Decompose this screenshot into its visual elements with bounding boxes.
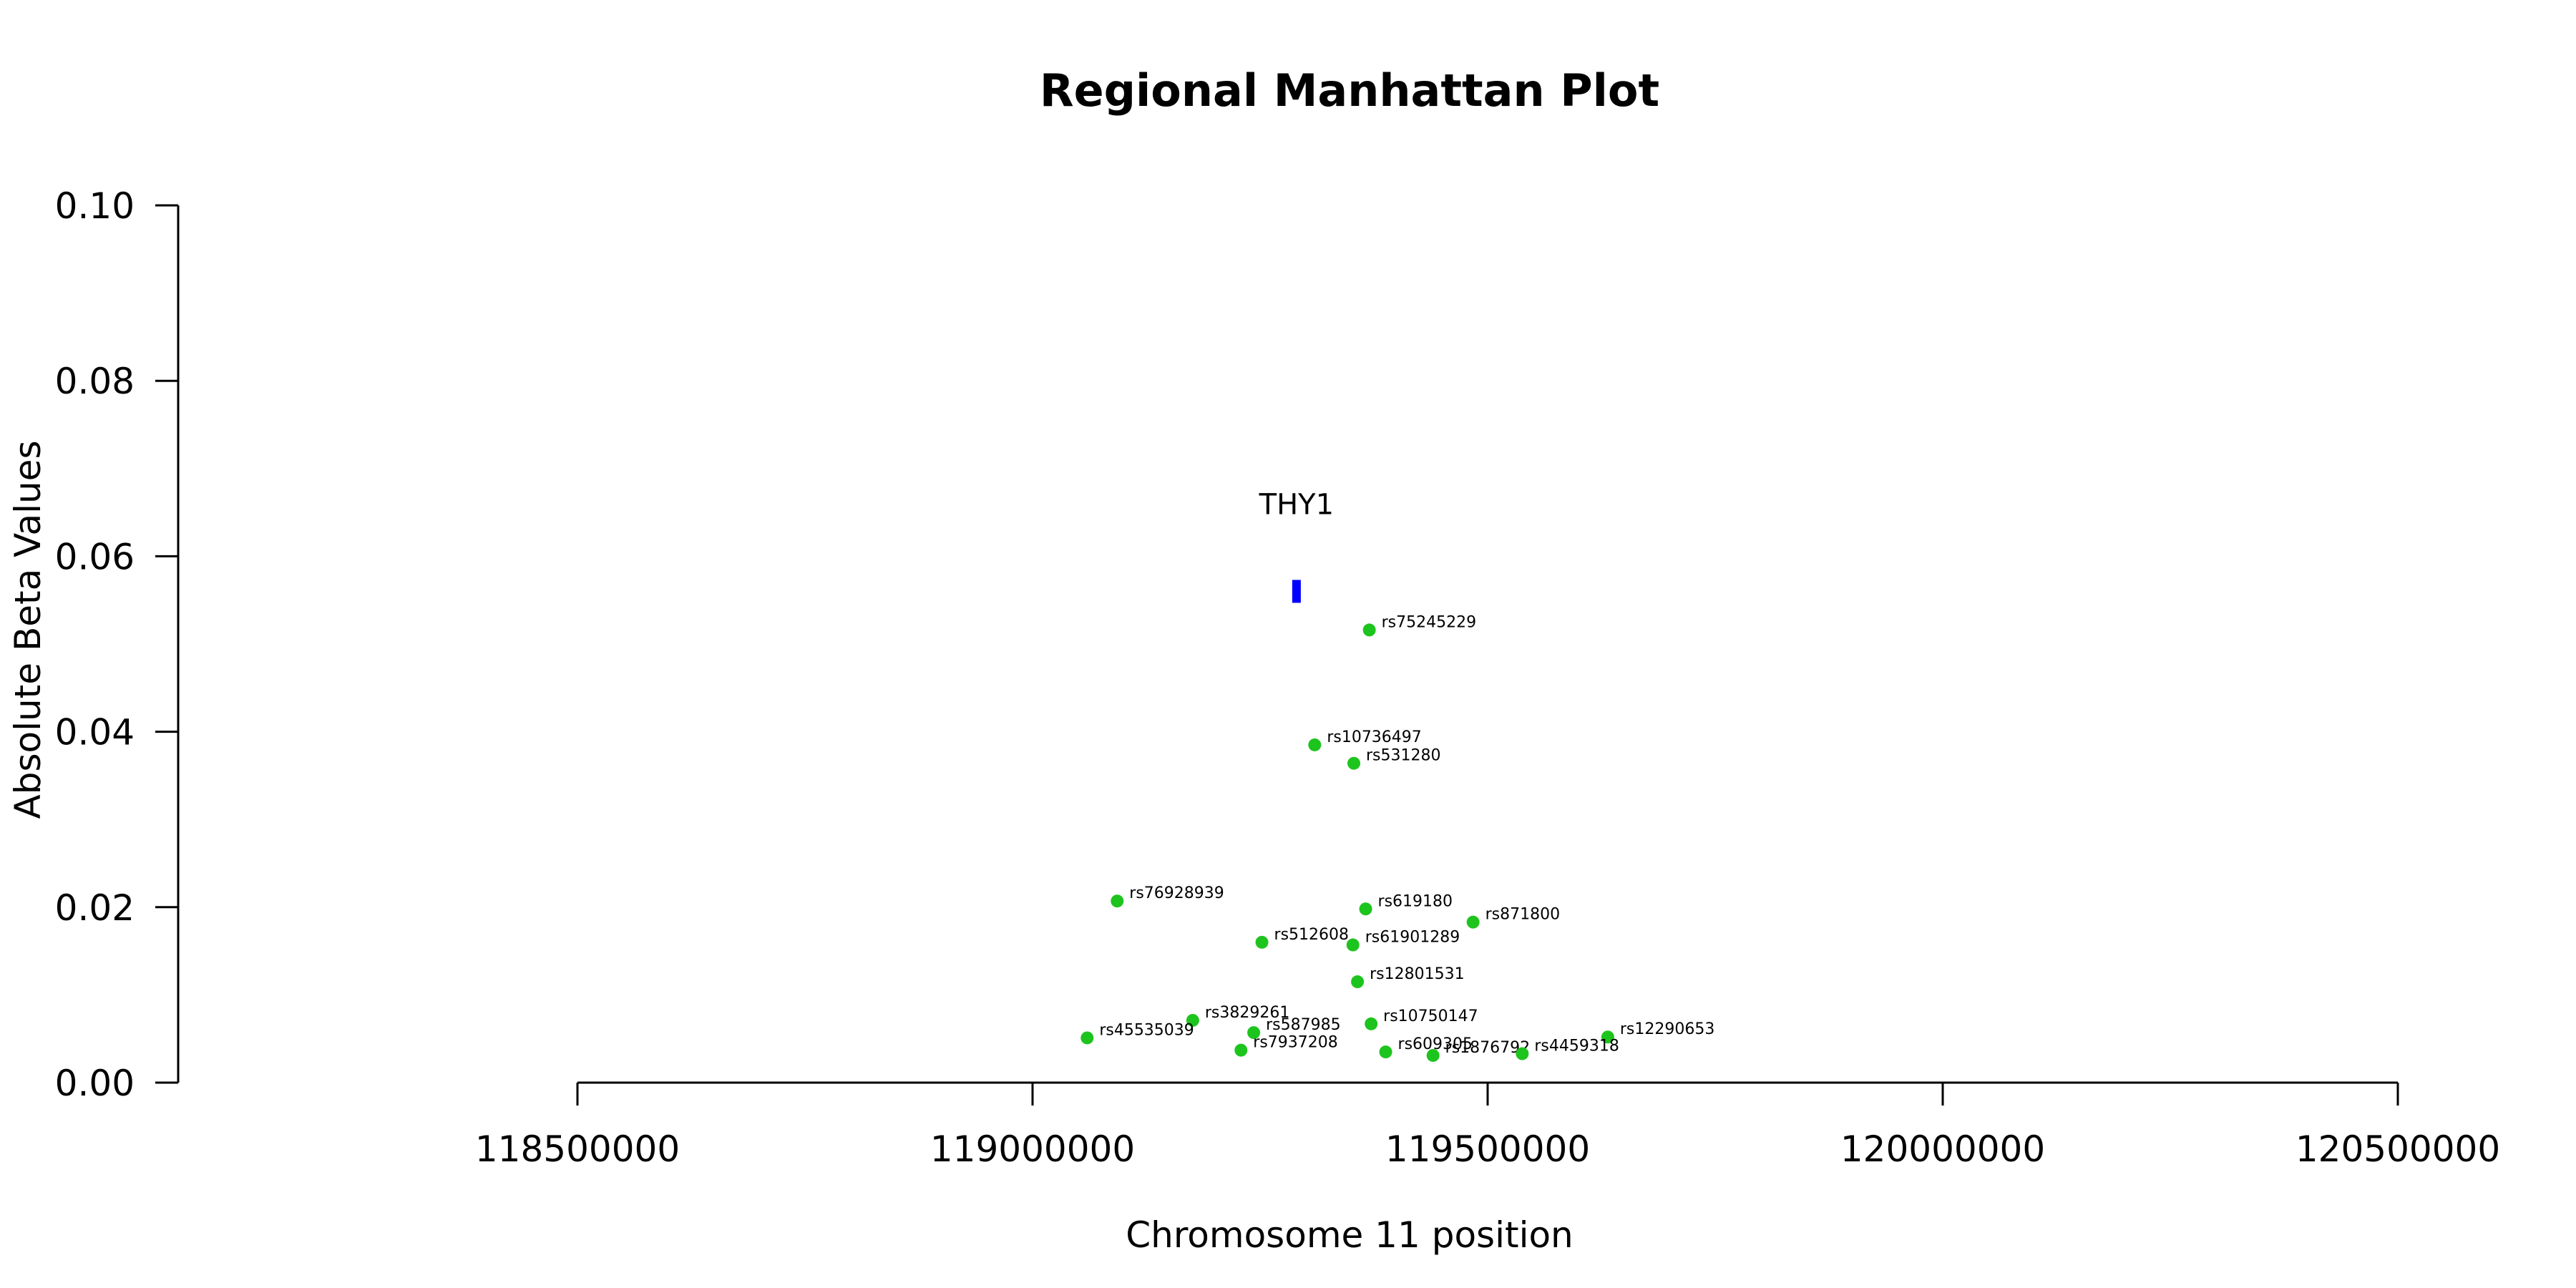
- y-tick-label-3: 0.06: [55, 536, 135, 577]
- y-tick-label-5: 0.10: [55, 185, 135, 227]
- snp-label-rs75245229: rs75245229: [1382, 613, 1476, 631]
- snp-point-rs4459318: [1516, 1047, 1529, 1060]
- snp-point-rs1876792: [1426, 1048, 1440, 1062]
- x-tick-label-0: 118500000: [475, 1128, 680, 1170]
- gene-thy1-label: THY1: [1259, 488, 1334, 521]
- y-tick-label-2: 0.04: [55, 712, 135, 753]
- snp-point-rs7937208: [1234, 1043, 1248, 1057]
- snp-label-rs12290653: rs12290653: [1620, 1020, 1714, 1038]
- gene-thy1-marker: [1292, 580, 1301, 603]
- snp-label-rs531280: rs531280: [1366, 747, 1441, 765]
- snp-point-rs76928939: [1111, 894, 1124, 908]
- y-axis: 0.00 0.02 0.04 0.06 0.08 0.10 Absolute Beta V…: [7, 185, 180, 1104]
- snp-point-rs531280: [1347, 756, 1361, 770]
- gene-layer: THY1: [1259, 488, 1334, 603]
- y-tick-label-4: 0.08: [55, 361, 135, 402]
- x-axis-label: Chromosome 11 position: [1126, 1214, 1574, 1256]
- x-tick-label-4: 120500000: [2296, 1128, 2500, 1170]
- snp-label-rs512608: rs512608: [1274, 926, 1350, 944]
- x-tick-label-2: 119500000: [1385, 1128, 1590, 1170]
- snp-label-rs12801531: rs12801531: [1370, 965, 1464, 983]
- x-axis: 118500000 119000000 119500000 120000000 1205…: [475, 1081, 2500, 1256]
- y-axis-label: Absolute Beta Values: [7, 441, 49, 819]
- y-tick-label-1: 0.02: [55, 887, 135, 929]
- snp-label-rs10736497: rs10736497: [1327, 728, 1421, 746]
- snp-point-rs619180: [1359, 902, 1372, 916]
- snp-point-rs10750147: [1365, 1017, 1378, 1030]
- x-tick-label-1: 119000000: [930, 1128, 1135, 1170]
- x-tick-label-3: 120000000: [1840, 1128, 2045, 1170]
- snp-point-rs609305: [1379, 1045, 1392, 1059]
- snp-point-rs3829261: [1186, 1013, 1199, 1027]
- snp-point-rs75245229: [1362, 623, 1376, 637]
- snp-point-rs12290653: [1601, 1030, 1614, 1044]
- snp-label-rs45535039: rs45535039: [1099, 1021, 1194, 1039]
- snp-label-rs3829261: rs3829261: [1205, 1004, 1290, 1022]
- snp-label-rs61901289: rs61901289: [1365, 929, 1460, 947]
- snp-label-rs76928939: rs76928939: [1129, 884, 1224, 902]
- snp-label-rs871800: rs871800: [1485, 906, 1561, 924]
- snp-point-rs10736497: [1308, 738, 1322, 751]
- snp-point-rs512608: [1255, 935, 1269, 949]
- snp-label-rs10750147: rs10750147: [1383, 1008, 1478, 1025]
- snp-point-rs871800: [1466, 915, 1480, 929]
- snp-label-rs7937208: rs7937208: [1253, 1034, 1338, 1052]
- snp-point-rs61901289: [1346, 938, 1360, 952]
- snp-point-rs12801531: [1351, 975, 1365, 989]
- snp-point-rs587985: [1247, 1026, 1261, 1040]
- snp-label-rs4459318: rs4459318: [1534, 1038, 1619, 1055]
- snp-label-rs587985: rs587985: [1266, 1016, 1341, 1034]
- chart-title: Regional Manhattan Plot: [1040, 64, 1659, 117]
- snp-label-rs619180: rs619180: [1378, 892, 1453, 910]
- snp-point-rs45535039: [1080, 1031, 1094, 1045]
- y-tick-label-0: 0.00: [55, 1063, 135, 1104]
